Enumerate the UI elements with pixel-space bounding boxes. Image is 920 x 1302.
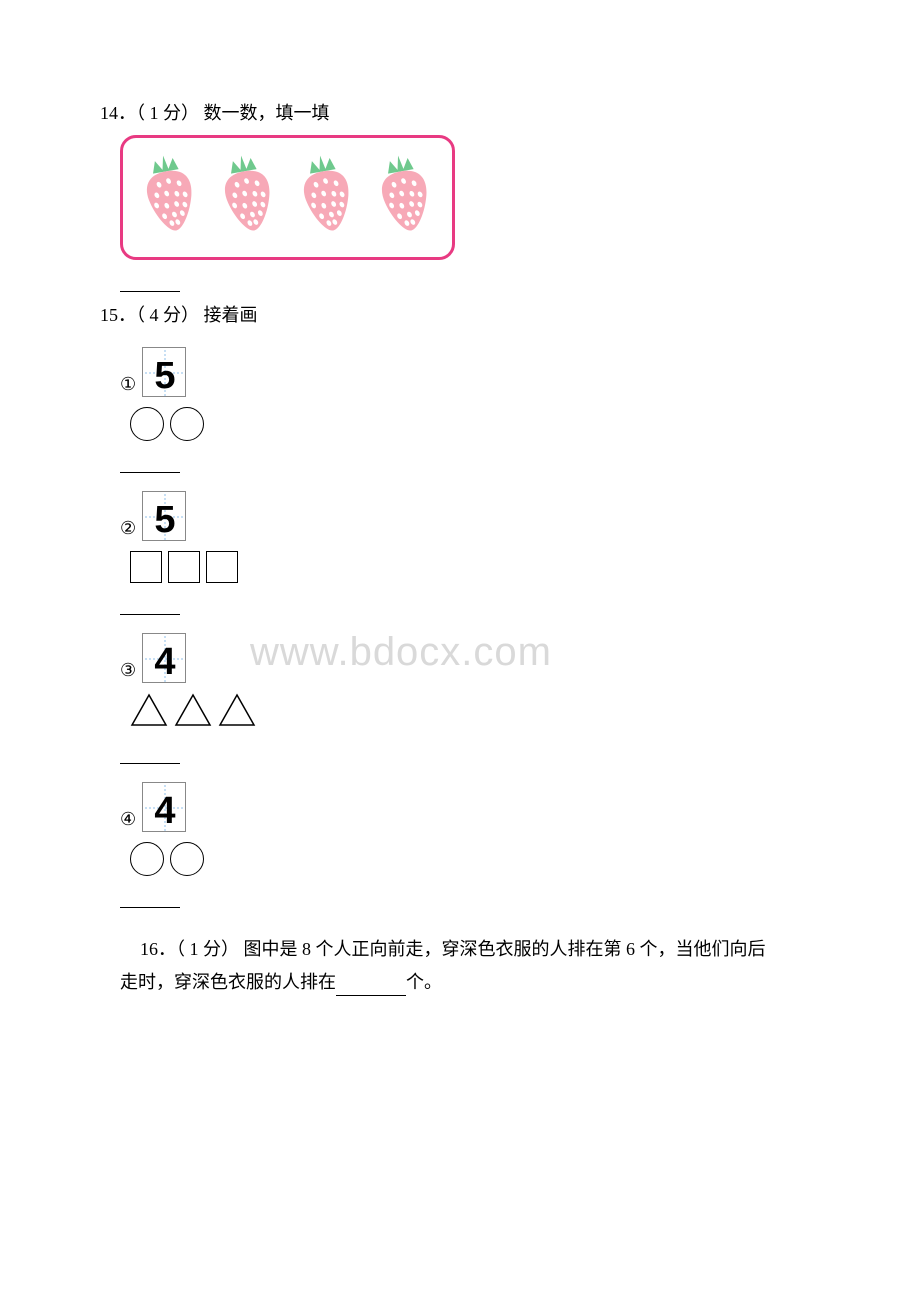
q15-sub-item: ① 5 bbox=[120, 347, 840, 397]
q15-sub-label: ② bbox=[120, 519, 136, 541]
q14-title: 数一数，填一填 bbox=[199, 103, 330, 123]
square-shape bbox=[206, 551, 238, 583]
strawberry-icon bbox=[215, 153, 281, 237]
q15-sub-item: ② 5 bbox=[120, 491, 840, 541]
q16-line-1: 16．（ 1 分） 图中是 8 个人正向前走，穿深色衣服的人排在第 6 个，当他… bbox=[100, 936, 840, 963]
square-shape bbox=[130, 551, 162, 583]
q15-answer-blank-row bbox=[120, 597, 840, 615]
q15-answer-blank[interactable] bbox=[120, 597, 180, 615]
q16-number: 16． bbox=[140, 939, 176, 959]
q15-shapes-row bbox=[130, 693, 840, 732]
square-shape bbox=[168, 551, 200, 583]
q14-number: 14． bbox=[100, 103, 136, 123]
q15-answer-blank-row bbox=[120, 746, 840, 764]
number-card: 5 bbox=[142, 347, 186, 397]
q15-number: 15． bbox=[100, 305, 136, 325]
svg-text:5: 5 bbox=[155, 499, 176, 541]
q16-line-2: 走时，穿深色衣服的人排在 个。 bbox=[100, 969, 840, 996]
strawberry-icon bbox=[372, 153, 438, 237]
circle-shape bbox=[130, 407, 164, 441]
q15-sub-label: ④ bbox=[120, 810, 136, 832]
triangle-shape bbox=[218, 693, 256, 727]
triangle-shape bbox=[130, 693, 168, 727]
q14-heading: 14．（ 1 分） 数一数，填一填 bbox=[100, 100, 840, 127]
q15-sub-item: ③ 4 bbox=[120, 633, 840, 683]
svg-text:5: 5 bbox=[155, 355, 176, 397]
q16-points: （ 1 分） bbox=[176, 939, 239, 959]
q15-shapes-row bbox=[130, 551, 840, 583]
strawberry-icon bbox=[294, 153, 360, 237]
q14-answer-blank-row bbox=[120, 274, 840, 292]
q15-answer-blank-row bbox=[120, 455, 840, 473]
strawberry-item bbox=[294, 153, 360, 242]
circle-shape bbox=[130, 842, 164, 876]
q16-answer-blank[interactable] bbox=[336, 978, 406, 996]
svg-text:4: 4 bbox=[155, 790, 176, 832]
circle-shape bbox=[170, 407, 204, 441]
triangle-shape-wrap bbox=[218, 693, 256, 732]
strawberry-item bbox=[137, 153, 203, 242]
strawberry-item bbox=[215, 153, 281, 242]
triangle-shape bbox=[174, 693, 212, 727]
q15-title: 接着画 bbox=[199, 305, 258, 325]
q15-shapes-row bbox=[130, 407, 840, 441]
number-card: 5 bbox=[142, 491, 186, 541]
number-card: 4 bbox=[142, 782, 186, 832]
q14-answer-blank[interactable] bbox=[120, 274, 180, 292]
triangle-shape-wrap bbox=[174, 693, 212, 732]
triangle-shape-wrap bbox=[130, 693, 168, 732]
worksheet-page: www.bdocx.com 14．（ 1 分） 数一数，填一填 bbox=[0, 0, 920, 1062]
strawberry-item bbox=[372, 153, 438, 242]
q16-text-c: 个。 bbox=[406, 972, 442, 992]
q15-items-container: ① 5 ② 5 ③ 4 ④ 4 bbox=[100, 347, 840, 908]
q15-heading: 15．（ 4 分） 接着画 bbox=[100, 302, 840, 329]
number-card: 4 bbox=[142, 633, 186, 683]
q15-answer-blank[interactable] bbox=[120, 890, 180, 908]
q15-points: （ 4 分） bbox=[136, 305, 199, 325]
q15-sub-item: ④ 4 bbox=[120, 782, 840, 832]
q15-answer-blank-row bbox=[120, 890, 840, 908]
q16-text-a: 图中是 8 个人正向前走，穿深色衣服的人排在第 6 个，当他们向后 bbox=[239, 939, 766, 959]
q16-text-b: 走时，穿深色衣服的人排在 bbox=[120, 972, 336, 992]
q15-sub-label: ③ bbox=[120, 661, 136, 683]
q14-points: （ 1 分） bbox=[136, 103, 199, 123]
q15-answer-blank[interactable] bbox=[120, 455, 180, 473]
strawberry-icon bbox=[137, 153, 203, 237]
strawberry-container bbox=[120, 135, 455, 260]
circle-shape bbox=[170, 842, 204, 876]
q15-sub-label: ① bbox=[120, 375, 136, 397]
q15-shapes-row bbox=[130, 842, 840, 876]
q15-answer-blank[interactable] bbox=[120, 746, 180, 764]
svg-text:4: 4 bbox=[155, 641, 176, 683]
